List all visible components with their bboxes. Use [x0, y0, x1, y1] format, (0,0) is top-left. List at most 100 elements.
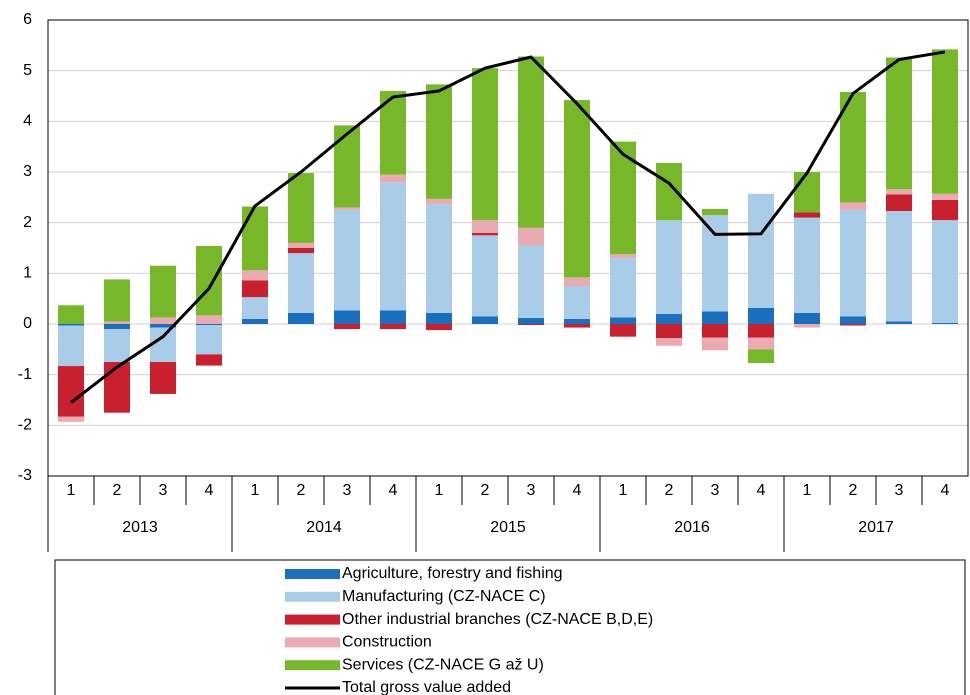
- bar-segment: [610, 324, 636, 337]
- x-tick-label: 2: [849, 482, 858, 499]
- y-tick-label: -2: [18, 417, 32, 434]
- legend-label: Other industrial branches (CZ-NACE B,D,E…: [342, 611, 653, 628]
- bar-segment: [58, 366, 84, 417]
- x-tick-label: 1: [619, 482, 628, 499]
- x-tick-label: 4: [573, 482, 582, 499]
- bar-segment: [288, 173, 314, 243]
- bar-segment: [518, 317, 544, 324]
- bar-segment: [610, 258, 636, 318]
- bar-segment: [518, 56, 544, 228]
- bar-segment: [104, 279, 130, 322]
- bar-segment: [288, 248, 314, 254]
- bar-segment: [58, 305, 84, 324]
- legend-label: Agriculture, forestry and fishing: [342, 565, 563, 582]
- bar-segment: [748, 349, 774, 364]
- bar-segment: [334, 310, 360, 324]
- y-tick-label: 2: [23, 214, 32, 231]
- x-tick-label: 2: [297, 482, 306, 499]
- bar-segment: [472, 68, 498, 221]
- bar-segment: [518, 245, 544, 318]
- y-tick-label: 6: [23, 11, 32, 28]
- bar-segment: [886, 194, 912, 212]
- bar-segment: [794, 212, 820, 218]
- bar-segment: [564, 318, 590, 324]
- bar-segment: [150, 362, 176, 394]
- bar-segment: [426, 324, 452, 331]
- bar-segment: [702, 337, 728, 351]
- bar-segment: [58, 416, 84, 422]
- bar-segment: [380, 310, 406, 324]
- bar-segment: [472, 220, 498, 233]
- bar-segment: [840, 316, 866, 324]
- x-tick-label: 1: [803, 482, 812, 499]
- x-tick-label: 1: [67, 482, 76, 499]
- x-tick-label: 1: [251, 482, 260, 499]
- bar-segment: [196, 324, 222, 326]
- bar-segment: [242, 270, 268, 281]
- bar-segment: [196, 325, 222, 355]
- bar-segment: [518, 324, 544, 326]
- bar-segment: [932, 193, 958, 200]
- bar-segment: [932, 199, 958, 221]
- y-tick-label: -3: [18, 467, 32, 484]
- bar-segment: [472, 232, 498, 236]
- bar-segment: [104, 321, 130, 324]
- bar-segment: [334, 324, 360, 330]
- bar-segment: [748, 193, 774, 308]
- x-tick-label: 3: [343, 482, 352, 499]
- bar-segment: [702, 311, 728, 324]
- bar-segment: [748, 337, 774, 350]
- bar-segment: [794, 312, 820, 324]
- bar-segment: [564, 277, 590, 286]
- y-tick-label: 3: [23, 163, 32, 180]
- bar-segment: [564, 324, 590, 328]
- bar-segment: [242, 318, 268, 324]
- bar-segment: [748, 324, 774, 338]
- x-tick-label: 3: [159, 482, 168, 499]
- bar-segment: [702, 208, 728, 216]
- x-tick-label: 4: [941, 482, 950, 499]
- bar-segment: [196, 354, 222, 366]
- x-tick-label: 3: [711, 482, 720, 499]
- bar-segment: [426, 84, 452, 199]
- bar-segment: [886, 321, 912, 324]
- bar-segment: [748, 307, 774, 324]
- bar-segment: [794, 217, 820, 313]
- bar-segment: [656, 220, 682, 314]
- bar-segment: [886, 189, 912, 195]
- bar-segment: [426, 203, 452, 313]
- bar-segment: [242, 297, 268, 319]
- bar-segment: [426, 312, 452, 324]
- bar-segment: [656, 338, 682, 346]
- x-tick-label: 3: [527, 482, 536, 499]
- bar-segment: [334, 207, 360, 210]
- bar-segment: [150, 327, 176, 362]
- x-group-label: 2017: [858, 519, 894, 536]
- bar-segment: [380, 174, 406, 183]
- bar-segment: [288, 242, 314, 248]
- bar-segment: [472, 235, 498, 317]
- bar-segment: [288, 312, 314, 324]
- bar-segment: [656, 313, 682, 324]
- legend-swatch: [285, 637, 340, 648]
- x-tick-label: 2: [665, 482, 674, 499]
- bar-segment: [426, 198, 452, 204]
- bar-segment: [932, 220, 958, 323]
- x-group-label: 2016: [674, 519, 710, 536]
- bar-segment: [794, 172, 820, 213]
- bar-segment: [610, 317, 636, 324]
- x-tick-label: 1: [435, 482, 444, 499]
- x-group-label: 2014: [306, 519, 342, 536]
- bar-segment: [886, 57, 912, 190]
- bar-segment: [196, 315, 222, 324]
- legend-box: [54, 559, 966, 695]
- bar-segment: [334, 210, 360, 311]
- line: [70, 50, 946, 404]
- bar-segment: [380, 324, 406, 330]
- legend-swatch: [285, 614, 340, 625]
- bar-segment: [150, 324, 176, 328]
- legend-label: Total gross value added: [342, 679, 511, 695]
- x-tick-label: 4: [205, 482, 214, 499]
- bar-segment: [242, 206, 268, 271]
